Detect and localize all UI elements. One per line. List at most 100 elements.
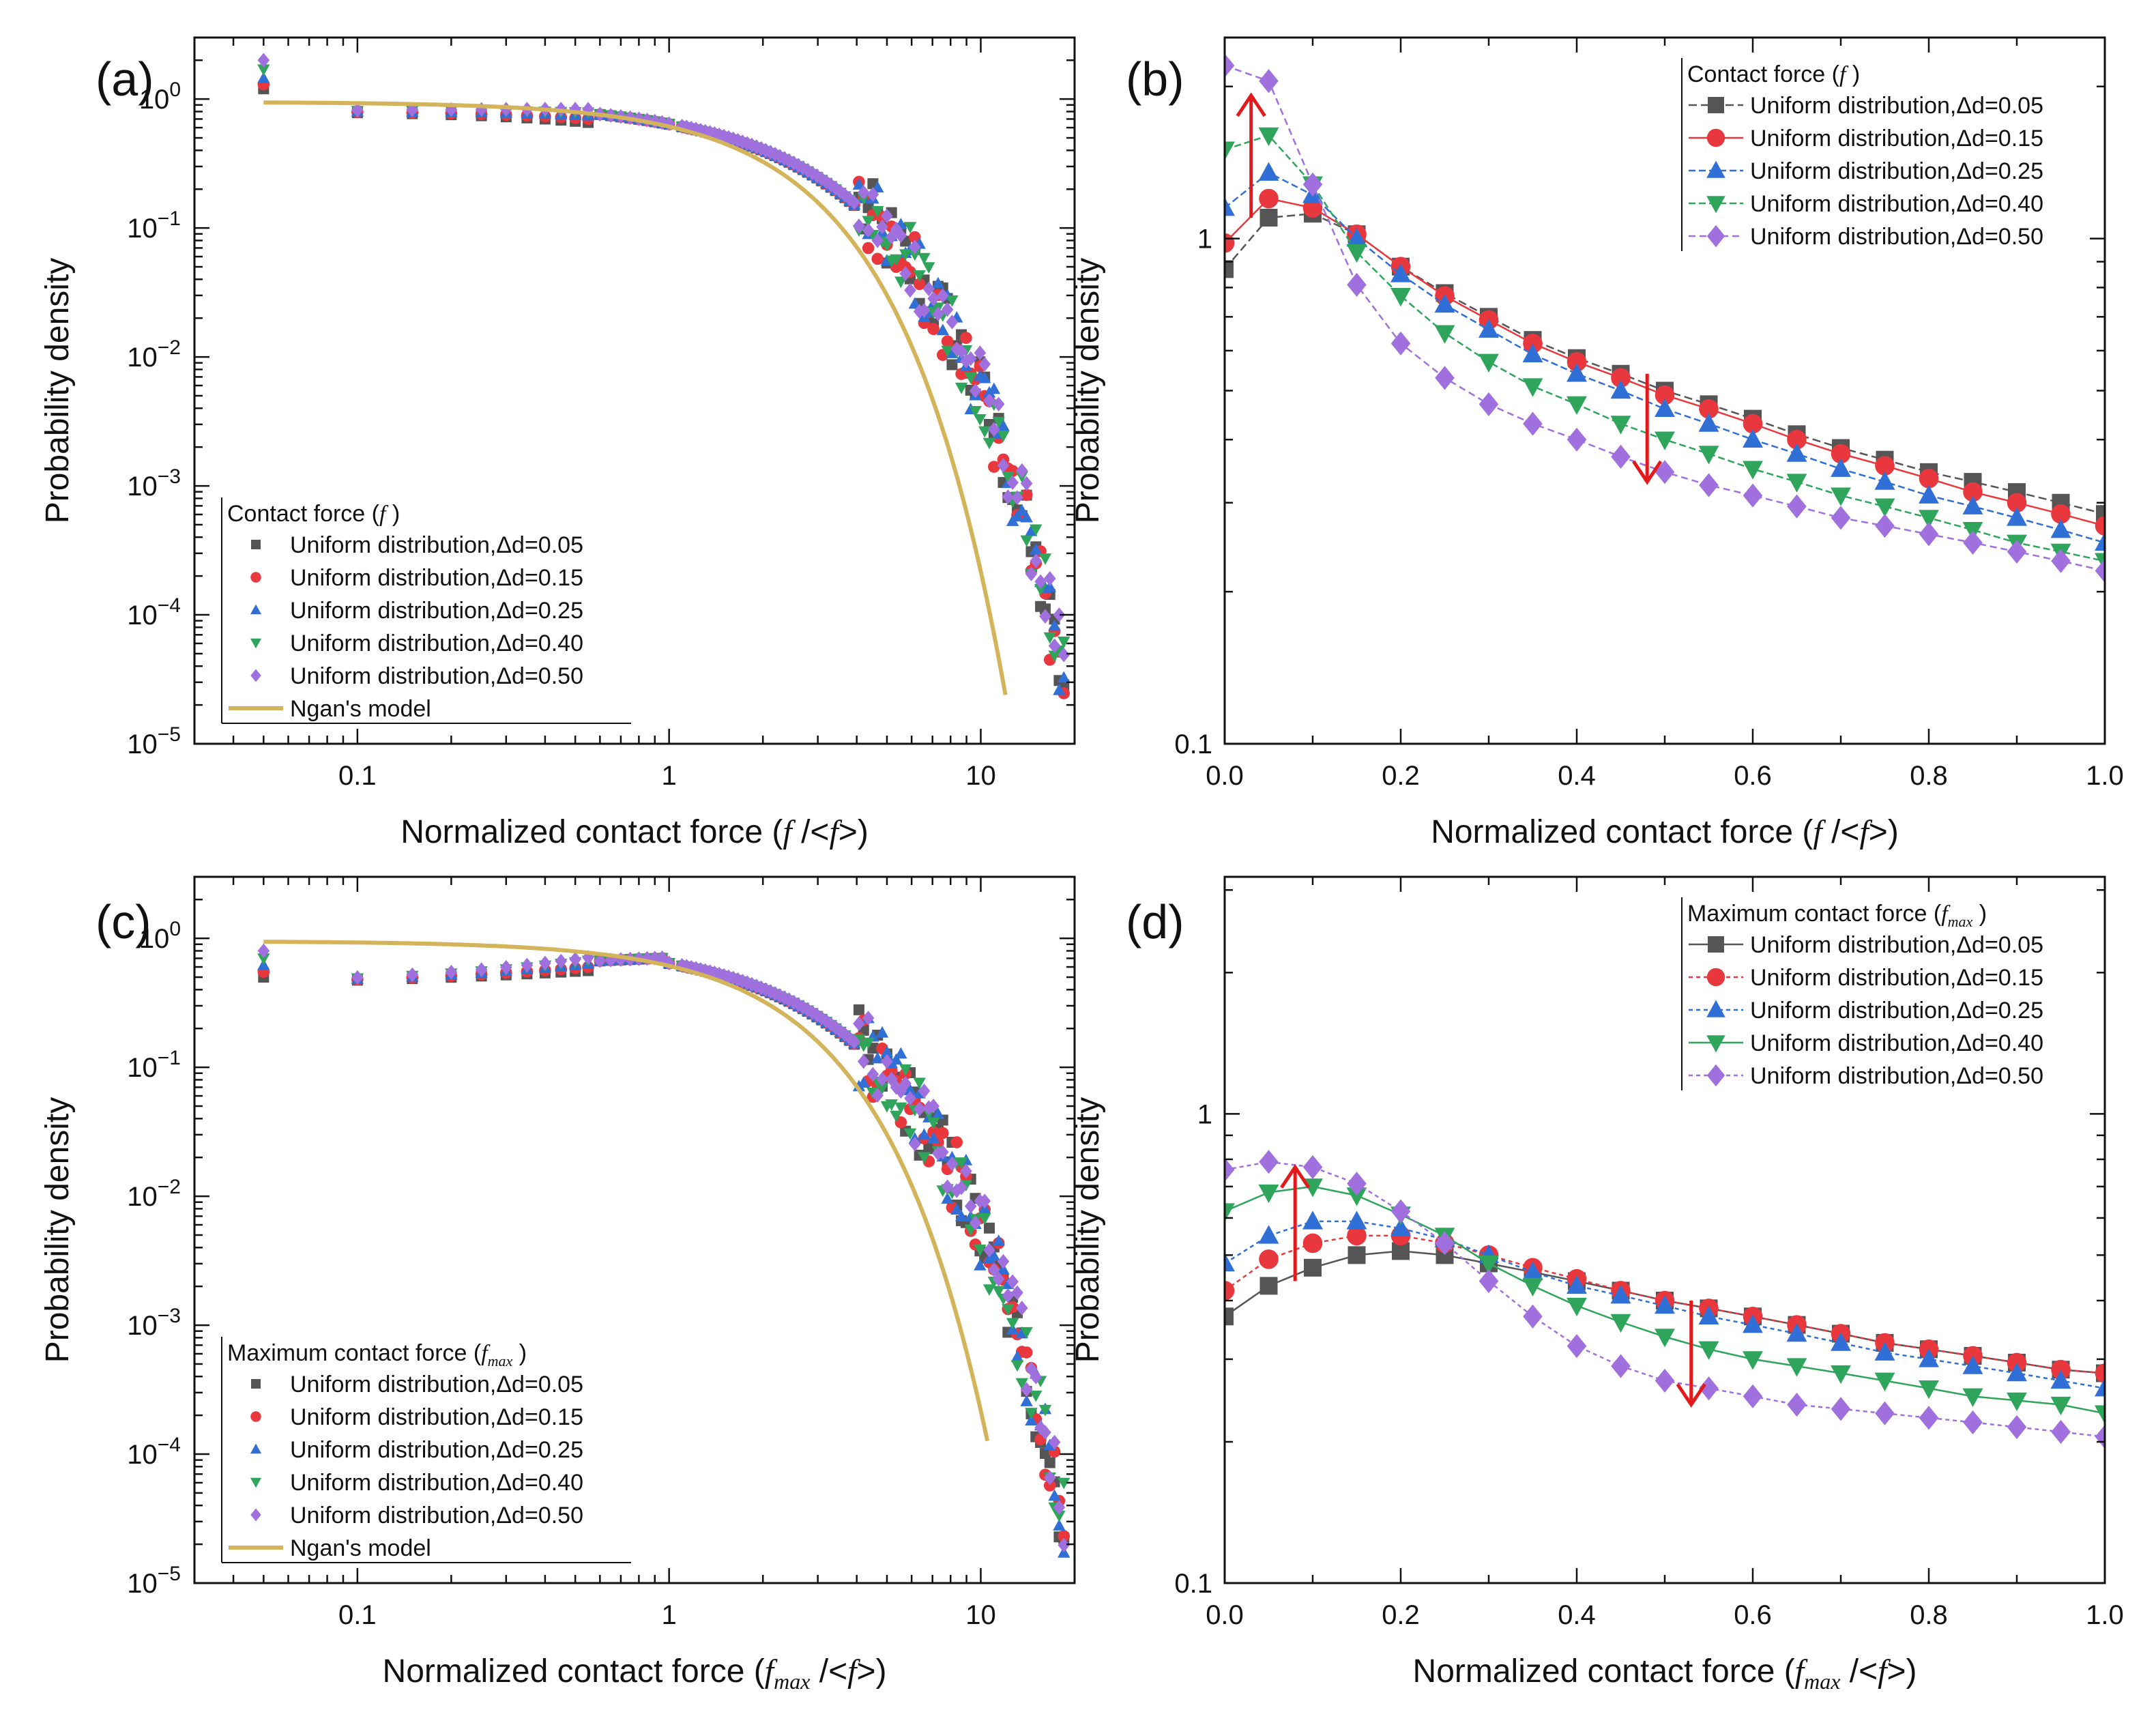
data-point — [1478, 392, 1499, 416]
data-point — [903, 222, 917, 234]
data-point — [955, 1210, 968, 1221]
data-point — [1038, 553, 1052, 565]
data-point — [1567, 363, 1587, 382]
data-point — [445, 964, 458, 980]
x-axis-label: Normalized contact force (fmax /<f>) — [1413, 1653, 1917, 1694]
data-point — [983, 393, 995, 408]
data-point — [1390, 287, 1411, 307]
data-point — [594, 953, 607, 968]
legend-entry: Uniform distribution,Δd=0.40 — [1750, 191, 2043, 217]
legend-swatch — [251, 540, 261, 549]
data-point — [894, 1116, 907, 1129]
data-point — [1963, 1410, 1983, 1435]
data-point — [1020, 1395, 1033, 1406]
data-point — [1347, 1172, 1367, 1196]
data-point — [946, 295, 959, 307]
data-point — [890, 254, 903, 266]
x-tick-label: 0.6 — [1734, 761, 1772, 791]
data-point — [2095, 516, 2105, 536]
data-point — [923, 1143, 935, 1155]
legend-title: Maximum contact force (fmax ) — [1687, 901, 1987, 930]
legend-entry: Uniform distribution,Δd=0.25 — [1750, 158, 2043, 184]
data-point — [656, 950, 669, 966]
data-point — [969, 1215, 982, 1230]
data-point — [1044, 1457, 1055, 1468]
data-point — [1522, 1261, 1543, 1280]
data-point — [1020, 1382, 1033, 1397]
data-point — [1743, 429, 1763, 448]
y-axis-label: Probability density — [1070, 1097, 1106, 1363]
data-point — [797, 160, 809, 175]
data-point — [1020, 510, 1033, 523]
data-point — [974, 345, 987, 360]
panel-d: (d) 0.0 0.2 0.4 0.6 0.8 1.0 1 0.1 Normalized cont… — [1070, 875, 2124, 1694]
legend-swatch — [250, 669, 261, 682]
panel-label: (b) — [1126, 53, 1184, 106]
data-point — [983, 1243, 995, 1258]
data-point — [1743, 1314, 1763, 1333]
data-point — [1698, 1305, 1719, 1324]
y-tick-label: 10−3 — [127, 1305, 181, 1341]
data-point — [909, 1136, 921, 1152]
series-4 — [257, 53, 1070, 663]
data-point — [1225, 141, 1235, 160]
data-point — [894, 1102, 907, 1114]
data-point — [955, 1180, 967, 1195]
data-point — [1611, 444, 1631, 469]
y-tick-label: 0.1 — [1174, 1569, 1212, 1599]
data-point — [997, 419, 1010, 431]
data-point — [927, 1099, 939, 1114]
data-point — [1919, 522, 1939, 547]
data-point — [1831, 506, 1851, 530]
panel-c: (c) 0.1 1 10 100 10−1 10−2 10−3 10−4 10−5 Normaliz… — [40, 875, 1076, 1694]
data-point — [881, 1054, 893, 1069]
data-point — [1611, 1354, 1631, 1378]
legend-swatch — [250, 1443, 262, 1454]
data-point — [964, 351, 977, 366]
data-point — [1258, 162, 1279, 181]
data-point — [1043, 580, 1056, 592]
data-point — [997, 1253, 1010, 1269]
data-point — [903, 1128, 917, 1140]
data-point — [778, 151, 791, 166]
data-point — [1010, 1360, 1024, 1372]
data-point — [1259, 208, 1278, 227]
y-tick-label: 10−5 — [127, 1563, 181, 1599]
data-point — [1258, 1225, 1279, 1244]
legend-swatch — [1706, 196, 1725, 214]
data-point — [853, 218, 865, 233]
data-point — [1011, 490, 1023, 506]
data-point — [997, 431, 1010, 442]
data-point — [2095, 1378, 2105, 1397]
data-point — [880, 1045, 894, 1058]
data-point — [1043, 1470, 1056, 1485]
data-point — [941, 1192, 954, 1204]
data-point — [885, 1099, 898, 1111]
data-point — [1020, 1346, 1033, 1359]
data-point — [1259, 188, 1279, 209]
x-tick-label: 0.8 — [1910, 761, 1948, 791]
data-point — [1786, 1358, 1807, 1377]
data-point — [1038, 1404, 1052, 1417]
series-1 — [1225, 1226, 2105, 1383]
data-point — [1258, 127, 1279, 147]
data-point — [406, 967, 419, 983]
data-point — [662, 116, 675, 132]
data-point — [932, 306, 944, 321]
data-point — [955, 344, 967, 359]
trend-arrow — [1236, 92, 1266, 218]
data-point — [857, 1054, 870, 1069]
data-point — [1025, 524, 1038, 536]
data-point — [1698, 413, 1719, 432]
data-point — [848, 195, 860, 210]
data-point — [894, 1047, 907, 1059]
data-point — [913, 1101, 926, 1116]
data-point — [1030, 553, 1043, 568]
data-point — [987, 1249, 1001, 1261]
trend-arrow — [1632, 373, 1663, 485]
data-point — [960, 1163, 972, 1179]
data-point — [1434, 293, 1455, 313]
data-point — [1522, 1277, 1543, 1297]
data-point — [1058, 671, 1070, 683]
x-tick-label: 1.0 — [2086, 761, 2124, 791]
